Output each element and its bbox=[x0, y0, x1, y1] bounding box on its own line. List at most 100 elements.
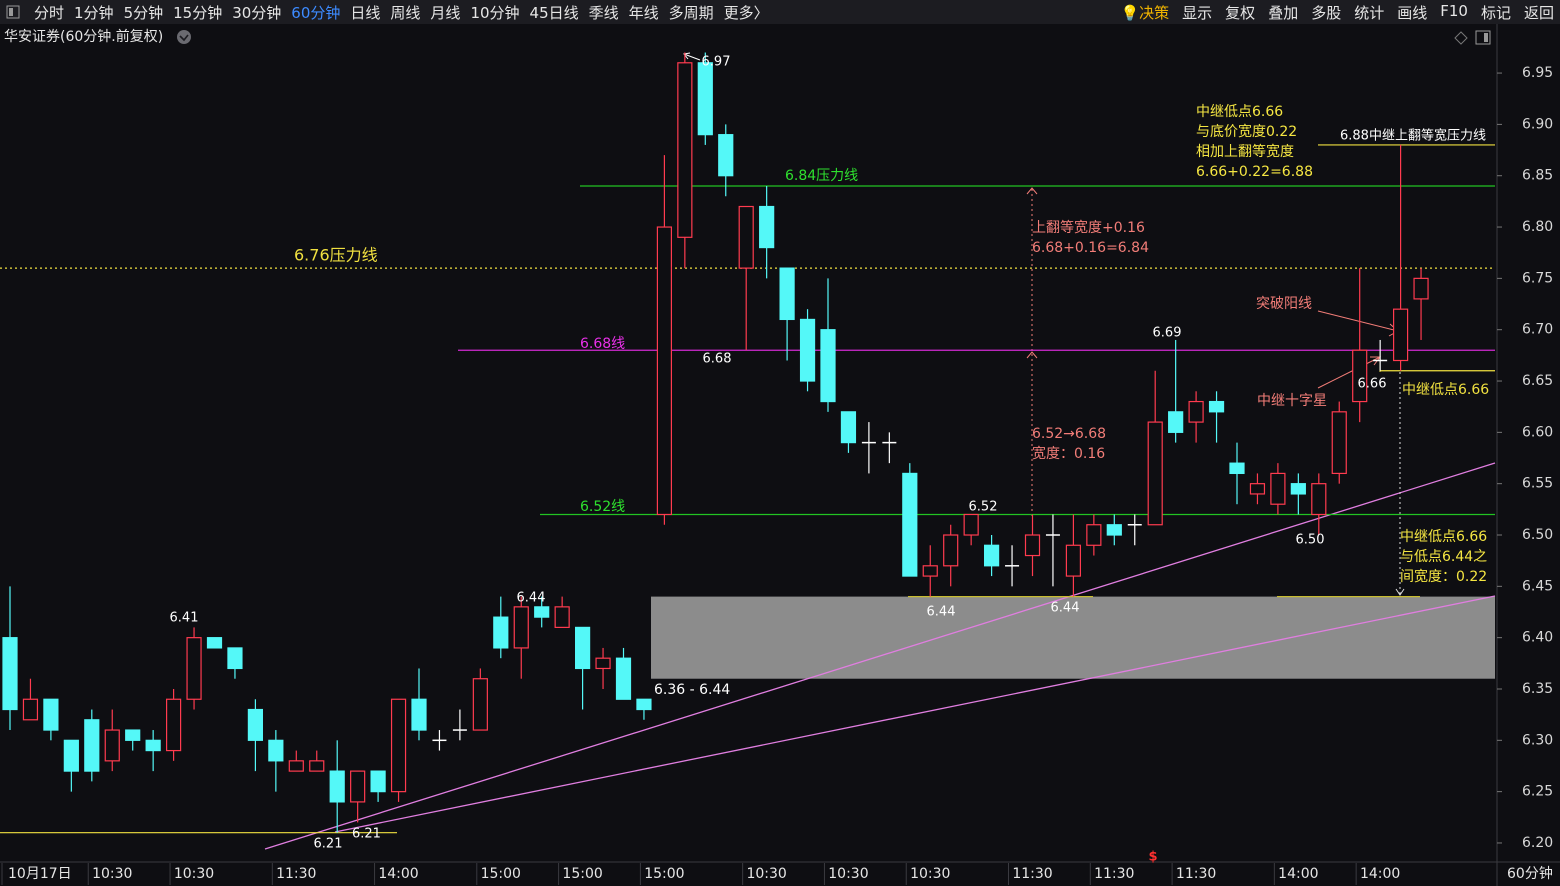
candle-body bbox=[329, 770, 345, 803]
candle-body bbox=[554, 606, 570, 628]
candle-body bbox=[1147, 421, 1163, 526]
candle-body bbox=[922, 565, 938, 577]
y-tick-label: 6.65 bbox=[1522, 373, 1553, 389]
y-tick-label: 6.50 bbox=[1522, 527, 1553, 543]
toolbar-button[interactable]: 叠加 bbox=[1268, 3, 1299, 22]
tab[interactable]: 15分钟 bbox=[173, 3, 223, 22]
candle-body bbox=[1311, 483, 1327, 516]
candle-body bbox=[247, 708, 263, 741]
title-icon[interactable] bbox=[177, 30, 191, 44]
candle-body bbox=[22, 698, 39, 721]
tab[interactable]: 30分钟 bbox=[232, 3, 282, 22]
candle-body bbox=[350, 770, 366, 803]
y-tick-label: 6.60 bbox=[1522, 424, 1553, 440]
toolbar-button[interactable]: 显示 bbox=[1182, 3, 1213, 22]
price-line-label: 6.88中继上翻等宽压力线 bbox=[1340, 128, 1486, 144]
annotation: 宽度：0.16 bbox=[1032, 445, 1105, 462]
price-line-label: 6.84压力线 bbox=[785, 168, 858, 184]
y-tick-label: 6.70 bbox=[1522, 322, 1553, 338]
candle-body bbox=[718, 134, 734, 177]
candle-body bbox=[1290, 483, 1306, 495]
x-tick-label: 15:00 bbox=[481, 866, 521, 882]
candle-body bbox=[615, 657, 632, 700]
arrowhead bbox=[1395, 588, 1405, 596]
tab[interactable]: 5分钟 bbox=[123, 3, 164, 22]
candle-body bbox=[738, 205, 754, 269]
y-tick-label: 6.85 bbox=[1522, 168, 1553, 184]
candle-body bbox=[390, 698, 407, 793]
x-tick-label: 11:30 bbox=[1176, 866, 1216, 882]
candle-body bbox=[1331, 411, 1347, 475]
candle-body bbox=[493, 616, 509, 649]
price-line-label: 6.76压力线 bbox=[294, 246, 378, 265]
tab[interactable]: 年线 bbox=[628, 3, 659, 22]
tool-icon[interactable] bbox=[1454, 31, 1468, 45]
candle-body bbox=[43, 698, 59, 731]
candle-body bbox=[840, 411, 857, 444]
tool-icon[interactable] bbox=[1475, 30, 1491, 45]
price-line-label: 6.21 bbox=[352, 827, 381, 842]
event-icon[interactable]: $ bbox=[1148, 850, 1157, 865]
toolbar-button[interactable]: 复权 bbox=[1225, 3, 1256, 22]
candle-body bbox=[963, 513, 979, 536]
candle-body bbox=[1249, 483, 1266, 495]
price-line-label: 6.68线 bbox=[580, 336, 625, 352]
candle-body bbox=[166, 698, 182, 752]
x-tick-label: 10:30 bbox=[746, 866, 786, 882]
y-tick-label: 6.55 bbox=[1522, 476, 1553, 492]
trend-line bbox=[334, 595, 1496, 833]
x-tick-label: 15:00 bbox=[644, 866, 684, 882]
y-tick-label: 6.20 bbox=[1522, 835, 1553, 851]
x-tick-label: 15:00 bbox=[562, 866, 602, 882]
tab[interactable]: 季线 bbox=[588, 3, 619, 22]
tab[interactable]: 45日线 bbox=[529, 3, 579, 22]
tab[interactable]: 60分钟 bbox=[291, 3, 341, 22]
tab[interactable]: 1分钟 bbox=[74, 3, 114, 22]
arrow bbox=[683, 52, 701, 61]
candle-body bbox=[63, 739, 79, 772]
toolbar-button[interactable]: 标记 bbox=[1480, 3, 1511, 22]
tab[interactable]: 日线 bbox=[350, 3, 381, 22]
toolbar-button[interactable]: 多股 bbox=[1311, 3, 1342, 22]
candle-body bbox=[574, 626, 591, 670]
candle-body bbox=[677, 62, 693, 238]
toolbar-button[interactable]: F10 bbox=[1440, 1, 1468, 20]
tab[interactable]: 周线 bbox=[390, 3, 421, 22]
annotation: 6.68+0.16=6.84 bbox=[1032, 240, 1149, 256]
toolbar-button[interactable]: 返回 bbox=[1523, 3, 1554, 22]
annotation: 间宽度：0.22 bbox=[1400, 568, 1487, 585]
y-tick-label: 6.75 bbox=[1522, 270, 1553, 286]
candle-body bbox=[636, 698, 652, 711]
y-tick-label: 6.40 bbox=[1522, 630, 1553, 646]
tab[interactable]: 多周期 bbox=[668, 3, 714, 22]
candle-body bbox=[104, 729, 120, 762]
candle-body bbox=[370, 770, 386, 793]
toolbar-button[interactable]: 💡决策 bbox=[1120, 3, 1170, 22]
candle-body bbox=[309, 760, 325, 772]
candle-body bbox=[1168, 411, 1184, 433]
y-tick-label: 6.35 bbox=[1522, 681, 1553, 697]
tab[interactable]: 10分钟 bbox=[470, 3, 520, 22]
price-label: 6.52 bbox=[969, 500, 998, 515]
toolbar: 分时 1分钟 5分钟 15分钟 30分钟 60分钟 日线 周线 月线 10分钟 45日线 季线 年线 多周… bbox=[0, 0, 1560, 24]
candle-body bbox=[1065, 544, 1082, 577]
price-label: 6.97 bbox=[702, 55, 731, 70]
menu-icon[interactable] bbox=[6, 5, 20, 19]
tab[interactable]: 更多〉 bbox=[723, 3, 769, 22]
candle-body bbox=[288, 760, 304, 772]
tab[interactable]: 分时 bbox=[34, 3, 65, 22]
tab[interactable]: 月线 bbox=[430, 3, 461, 22]
chart-title: 华安证券(60分钟.前复权) bbox=[4, 28, 163, 45]
price-label: 6.21 bbox=[314, 837, 343, 852]
candle-body bbox=[902, 472, 918, 577]
price-line-label: 6.52线 bbox=[580, 499, 625, 515]
annotation: 突破阳线 bbox=[1256, 296, 1312, 312]
toolbar-button[interactable]: 统计 bbox=[1354, 3, 1385, 22]
toolbar-button[interactable]: 画线 bbox=[1397, 3, 1428, 22]
y-tick-label: 6.90 bbox=[1522, 116, 1553, 132]
price-label: 6.44 bbox=[517, 591, 546, 606]
candle-body bbox=[820, 329, 836, 403]
y-tick-label: 6.45 bbox=[1522, 578, 1553, 594]
tool-icon bbox=[1484, 33, 1488, 42]
